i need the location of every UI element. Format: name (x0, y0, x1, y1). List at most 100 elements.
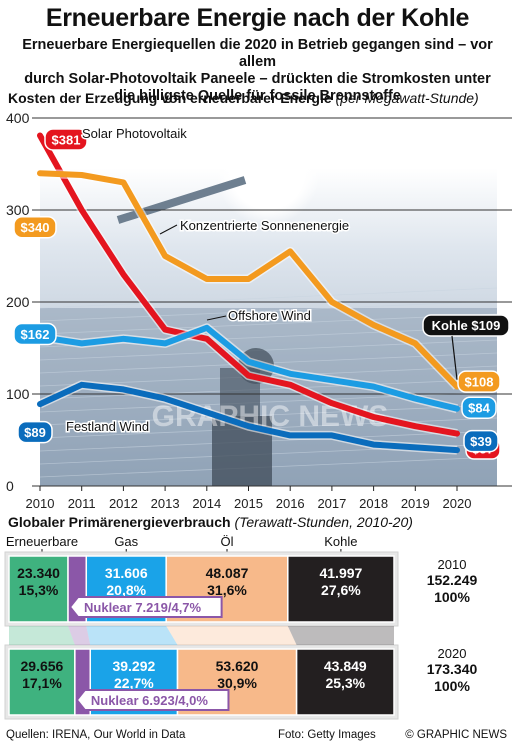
subtitle-line: durch Solar-Photovoltaik Paneele – drück… (24, 71, 491, 87)
row-year-label: 2010 (438, 557, 467, 572)
segment-pct-label: 31,6% (207, 582, 247, 598)
row-total-label: 152.249 (427, 572, 478, 588)
segment-header-label: Kohle (324, 534, 357, 549)
y-tick-label: 200 (6, 294, 30, 310)
series-end-label-text: $39 (470, 434, 492, 449)
reference-label: Kohle $109 (432, 318, 501, 333)
nuclear-callout: Nuklear 7.219/4,7% (68, 596, 223, 618)
segment-pct-label: 27,6% (321, 582, 361, 598)
series-end-label: $108 (457, 370, 501, 393)
series-start-label: $89 (17, 420, 53, 444)
panel-grid-line (39, 404, 498, 426)
cost-chart-unit: (per Megawatt-Stunde) (335, 90, 479, 106)
nuclear-callout-box (75, 689, 230, 711)
series-start-label: $381 (44, 128, 88, 151)
bar-segment (295, 648, 395, 716)
consumption-chart-title-text: Globaler Primärenergieverbrauch (8, 514, 231, 530)
footer-brand: © GRAPHIC NEWS (405, 729, 507, 741)
segment-pct-label: 22,7% (114, 675, 154, 691)
segment-value-label: 41.997 (319, 565, 362, 581)
segment-connector (68, 626, 91, 645)
series-name-label: Konzentrierte Sonnenenergie (180, 218, 349, 233)
segment-connector (166, 626, 297, 645)
nuclear-callout-box (68, 596, 223, 618)
series-start-label-box (17, 420, 53, 444)
energy-consumption-bar-chart: Erneuerbare Gas Öl Kohle23.34015,3%31.60620… (4, 534, 478, 720)
series-end-label-text: $108 (465, 375, 494, 390)
footer-sources: Quellen: IRENA, Our World in Data (6, 729, 186, 741)
series-end-label: $39 (463, 429, 499, 453)
segment-pct-label: 17,1% (22, 675, 62, 691)
panel-grid-line (39, 287, 498, 309)
series-line (37, 132, 460, 437)
series-end-label-box (463, 429, 499, 453)
segment-value-label: 31.606 (105, 565, 148, 581)
row-total-pct-label: 100% (434, 589, 470, 605)
series-end-label-box (457, 370, 501, 393)
series-start-label-box (13, 322, 57, 346)
segment-connector (9, 626, 75, 645)
series-start-label-text: $162 (21, 327, 50, 342)
series-start-label-text: $340 (21, 220, 50, 235)
nuclear-callout-text: Nuklear 7.219/4,7% (84, 600, 202, 615)
panel-grid-line (39, 313, 498, 335)
series-start-label-box (13, 215, 57, 239)
x-tick-label: 2012 (109, 496, 138, 511)
page-subtitle: Erneuerbare Energiequellen die 2020 in B… (6, 37, 509, 105)
cost-chart-title-text: Kosten der Erzeugung von erneuerbarer En… (8, 90, 332, 106)
series-start-label-text: $381 (52, 132, 81, 147)
segment-connector (287, 626, 394, 645)
series-end-label-text: $84 (468, 401, 490, 416)
segment-header-label: Erneuerbare (6, 534, 78, 549)
series-leader-line (206, 315, 227, 321)
subtitle-line: Erneuerbare Energiequellen die 2020 in B… (22, 37, 493, 70)
x-tick-label: 2018 (359, 496, 388, 511)
x-tick-label: 2015 (234, 496, 263, 511)
segment-header-label: Gas (114, 534, 138, 549)
segment-value-label: 48.087 (206, 565, 249, 581)
footer-photo-credit: Foto: Getty Images (278, 729, 376, 741)
bar-segment (287, 555, 395, 623)
x-tick-label: 2016 (276, 496, 305, 511)
series-start-label: $162 (13, 322, 57, 346)
segment-value-label: 29.656 (21, 658, 64, 674)
panel-grid-line (39, 300, 498, 322)
y-tick-label: 300 (6, 202, 30, 218)
page-title: Erneuerbare Energie nach der Kohle (45, 4, 470, 32)
segment-value-label: 23.340 (17, 565, 60, 581)
series-start-label-box (44, 128, 88, 151)
footer: Quellen: IRENA, Our World in Data Foto: … (0, 725, 515, 747)
x-tick-label: 2014 (192, 496, 221, 511)
series-name-label: Solar Photovoltaik (82, 126, 187, 141)
segment-connector (86, 626, 178, 645)
x-tick-label: 2020 (443, 496, 472, 511)
series-name-label: Offshore Wind (228, 308, 311, 323)
sun-glow (216, 121, 320, 225)
series-line (37, 381, 460, 454)
cost-chart-title: Kosten der Erzeugung von erneuerbarer En… (8, 90, 479, 106)
row-total-label: 173.340 (427, 661, 478, 677)
nuclear-callout: Nuklear 6.923/4,0% (75, 689, 230, 711)
segment-pct-label: 25,3% (325, 675, 365, 691)
segment-pct-label: 30,9% (217, 675, 257, 691)
series-name-label: Festland Wind (66, 419, 149, 434)
series-leader-line (159, 224, 178, 235)
segment-header-label: Öl (220, 534, 233, 549)
x-tick-label: 2011 (68, 496, 96, 511)
segment-pct-label: 20,8% (106, 582, 146, 598)
row-total-pct-label: 100% (434, 678, 470, 694)
x-tick-label: 2010 (26, 496, 55, 511)
bar-segment (8, 555, 69, 623)
nuclear-callout-text: Nuklear 6.923/4,0% (91, 693, 209, 708)
y-tick-label: 400 (6, 110, 30, 126)
consumption-chart-title: Globaler Primärenergieverbrauch (Terawat… (8, 514, 413, 530)
segment-value-label: 39.292 (112, 658, 155, 674)
panel-grid-line (39, 378, 498, 400)
series-line (37, 324, 460, 412)
consumption-chart-unit: (Terawatt-Stunden, 2010-20) (234, 514, 413, 530)
x-tick-label: 2017 (317, 496, 346, 511)
series-end-label-box (461, 396, 497, 419)
row-year-label: 2020 (438, 646, 467, 661)
cost-line-chart: 0 100 200 300 400 2010 2011 2012 2013 2014 2015 201… (6, 110, 512, 511)
subtitle-line: die billigste Quelle für fossile Brennst… (114, 88, 401, 104)
